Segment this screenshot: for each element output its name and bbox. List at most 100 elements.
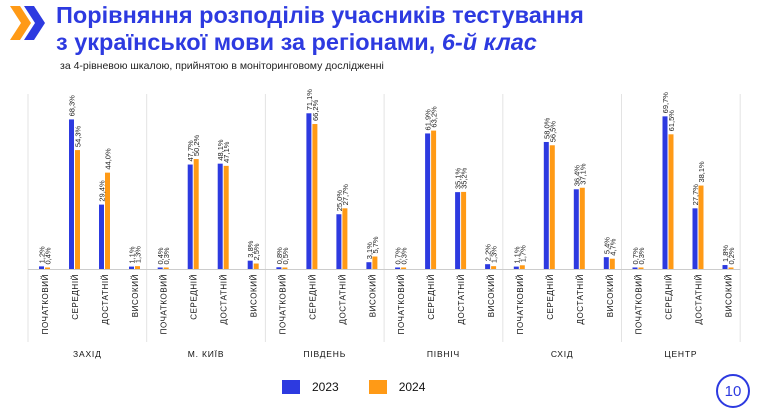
data-label-2024-захід-середній: 54,3% bbox=[74, 125, 83, 147]
region-label-м-київ: М. КИЇВ bbox=[188, 349, 225, 359]
level-tick-label-північ-достатній: ДОСТАТНІЙ bbox=[457, 274, 466, 325]
region-label-південь: ПІВДЕНЬ bbox=[303, 349, 346, 359]
data-label-2023-м-київ-середній: 47,7% bbox=[186, 140, 195, 162]
level-tick-label-захід-високий: ВИСОКИЙ bbox=[131, 274, 140, 317]
data-label-2024-північ-середній: 63,2% bbox=[430, 106, 439, 128]
bar-2024-південь-середній bbox=[312, 124, 318, 269]
data-label-2023-північ-початковий: 0,7% bbox=[394, 247, 403, 264]
bar-2024-південь-достатній bbox=[342, 208, 348, 269]
bar-2023-центр-високий bbox=[722, 265, 728, 269]
data-label-2023-схід-середній: 58,0% bbox=[542, 117, 551, 139]
data-label-2023-м-київ-початковий: 0,4% bbox=[156, 247, 165, 264]
level-tick-label-захід-середній: СЕРЕДНІЙ bbox=[71, 274, 80, 320]
bar-2023-центр-початковий bbox=[632, 267, 638, 269]
data-label-2023-схід-достатній: 36,4% bbox=[572, 165, 581, 187]
data-label-2024-захід-високий: 1,3% bbox=[134, 246, 143, 263]
level-tick-label-південь-початковий: ПОЧАТКОВИЙ bbox=[278, 274, 287, 334]
bar-2024-центр-початковий bbox=[638, 267, 644, 269]
bar-2023-м-київ-середній bbox=[187, 164, 193, 269]
level-tick-label-захід-достатній: ДОСТАТНІЙ bbox=[101, 274, 110, 325]
bar-2023-північ-достатній bbox=[455, 192, 461, 269]
chart-legend: 2023 2024 bbox=[282, 380, 455, 394]
bar-2023-південь-достатній bbox=[336, 214, 342, 269]
data-label-2024-схід-достатній: 37,1% bbox=[578, 163, 587, 185]
bar-2023-схід-середній bbox=[543, 141, 549, 269]
bar-2023-центр-достатній bbox=[692, 208, 698, 269]
data-label-2024-південь-достатній: 27,7% bbox=[341, 184, 350, 206]
level-tick-label-м-київ-середній: СЕРЕДНІЙ bbox=[190, 274, 199, 320]
bar-2024-центр-високий bbox=[728, 267, 734, 269]
level-tick-label-м-київ-початковий: ПОЧАТКОВИЙ bbox=[160, 274, 169, 334]
bar-2024-північ-високий bbox=[491, 266, 497, 269]
bar-2023-центр-середній bbox=[662, 116, 668, 270]
level-tick-label-центр-середній: СЕРЕДНІЙ bbox=[665, 274, 674, 320]
level-tick-label-центр-високий: ВИСОКИЙ bbox=[725, 274, 734, 317]
bar-2023-м-київ-достатній bbox=[217, 163, 223, 269]
data-label-2024-центр-середній: 61,5% bbox=[667, 110, 676, 132]
data-label-2023-центр-середній: 69,7% bbox=[661, 92, 670, 114]
legend-label-2023: 2023 bbox=[312, 380, 339, 394]
data-label-2024-північ-початковий: 0,3% bbox=[400, 247, 409, 264]
legend-swatch-2023 bbox=[282, 380, 300, 394]
level-tick-label-схід-початковий: ПОЧАТКОВИЙ bbox=[516, 274, 525, 334]
bar-2024-схід-достатній bbox=[579, 187, 585, 269]
data-label-2023-південь-початковий: 0,8% bbox=[275, 247, 284, 264]
bar-2023-захід-достатній bbox=[99, 204, 104, 269]
data-label-2024-захід-достатній: 44,0% bbox=[104, 148, 113, 170]
level-tick-label-центр-достатній: ДОСТАТНІЙ bbox=[695, 274, 704, 325]
region-label-центр: ЦЕНТР bbox=[664, 349, 697, 359]
data-label-2024-південь-високий: 5,7% bbox=[371, 236, 380, 253]
data-label-2024-м-київ-достатній: 47,1% bbox=[222, 141, 231, 163]
bar-2023-м-київ-високий bbox=[247, 260, 253, 269]
level-tick-label-центр-початковий: ПОЧАТКОВИЙ bbox=[635, 274, 644, 334]
legend-item-2023: 2023 bbox=[282, 380, 339, 394]
page-title: Порівняння розподілів учасників тестуван… bbox=[56, 2, 756, 56]
bar-2024-схід-середній bbox=[549, 145, 555, 269]
level-tick-label-південь-високий: ВИСОКИЙ bbox=[368, 274, 377, 317]
region-label-схід: СХІД bbox=[551, 349, 574, 359]
level-tick-label-схід-високий: ВИСОКИЙ bbox=[606, 274, 615, 317]
bar-2024-м-київ-достатній bbox=[223, 165, 229, 269]
data-label-2023-м-київ-високий: 3,8% bbox=[246, 240, 255, 257]
data-label-2023-захід-достатній: 29,4% bbox=[98, 180, 107, 202]
bar-2024-північ-достатній bbox=[461, 191, 467, 269]
level-tick-label-північ-високий: ВИСОКИЙ bbox=[487, 274, 496, 317]
bar-2023-захід-початковий bbox=[39, 266, 44, 269]
data-label-2024-південь-середній: 66,2% bbox=[311, 99, 320, 121]
bar-2023-схід-достатній bbox=[573, 189, 579, 269]
level-tick-label-м-київ-достатній: ДОСТАТНІЙ bbox=[220, 274, 229, 325]
data-label-2024-схід-середній: 56,5% bbox=[548, 121, 557, 143]
data-label-2024-м-київ-початковий: 0,3% bbox=[162, 247, 171, 264]
bar-2024-захід-достатній bbox=[105, 172, 110, 269]
data-label-2023-південь-високий: 3,1% bbox=[365, 242, 374, 259]
data-label-2024-схід-високий: 4,7% bbox=[608, 238, 617, 255]
bar-2023-північ-початковий bbox=[395, 267, 401, 269]
data-label-2024-північ-високий: 1,3% bbox=[490, 246, 499, 263]
bar-2023-схід-початковий bbox=[513, 266, 519, 269]
data-label-2023-південь-достатній: 25,0% bbox=[335, 190, 344, 212]
title-grade: 6-й клас bbox=[441, 29, 537, 55]
data-label-2024-центр-початковий: 0,3% bbox=[637, 247, 646, 264]
level-tick-label-північ-початковий: ПОЧАТКОВИЙ bbox=[397, 274, 406, 334]
bar-2023-схід-високий bbox=[603, 257, 609, 269]
bar-2024-південь-високий bbox=[372, 256, 378, 269]
bar-2024-м-київ-високий bbox=[253, 263, 259, 269]
level-tick-label-південь-середній: СЕРЕДНІЙ bbox=[308, 274, 317, 320]
bar-2023-південь-початковий bbox=[276, 267, 282, 269]
brand-chevron-logo bbox=[10, 6, 45, 40]
title-line-2: з української мови за регіонами, bbox=[56, 29, 442, 55]
data-label-2023-схід-високий: 5,4% bbox=[602, 237, 611, 254]
data-label-2023-м-київ-достатній: 48,1% bbox=[216, 139, 225, 161]
data-label-2023-центр-достатній: 27,7% bbox=[691, 184, 700, 206]
bar-2023-захід-середній bbox=[69, 119, 74, 269]
bar-2024-центр-достатній bbox=[698, 185, 704, 269]
region-label-захід: ЗАХІД bbox=[73, 349, 102, 359]
level-tick-label-північ-середній: СЕРЕДНІЙ bbox=[427, 274, 436, 320]
bar-2023-захід-високий bbox=[129, 266, 134, 269]
bar-2024-захід-початковий bbox=[45, 267, 50, 269]
bar-2023-південь-середній bbox=[306, 113, 312, 269]
data-label-2024-захід-початковий: 0,4% bbox=[44, 247, 53, 264]
data-label-2023-південь-середній: 71,1% bbox=[305, 89, 314, 111]
page-number-badge: 10 bbox=[716, 374, 750, 408]
legend-swatch-2024 bbox=[368, 380, 387, 394]
